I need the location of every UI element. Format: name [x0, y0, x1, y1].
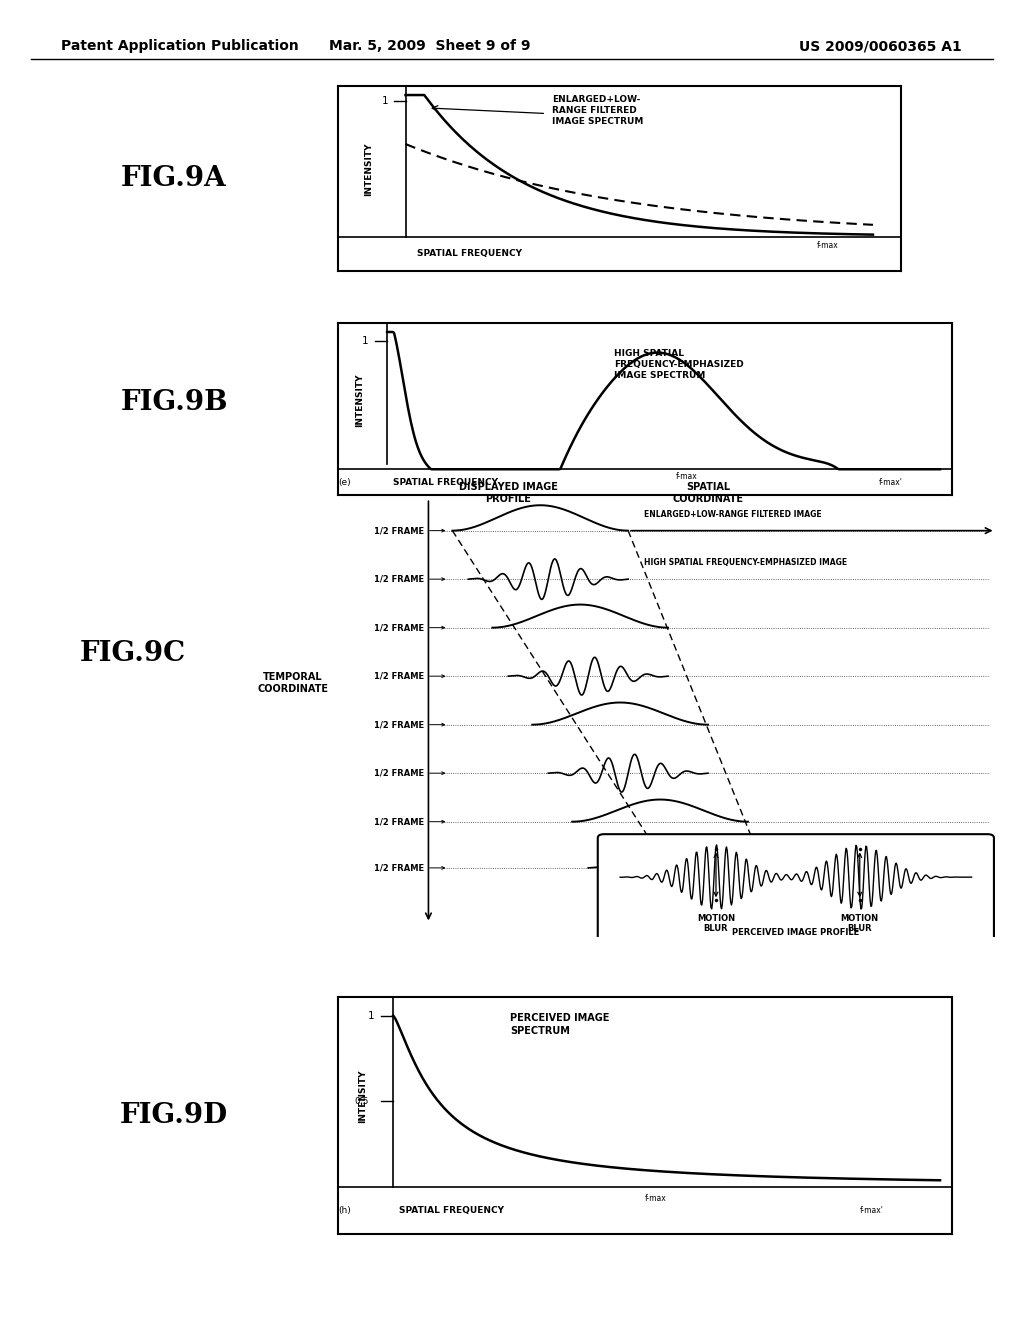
Text: Patent Application Publication: Patent Application Publication: [61, 40, 299, 53]
Text: 1: 1: [369, 1011, 375, 1020]
Text: (e): (e): [338, 478, 350, 487]
Text: 1/2 FRAME: 1/2 FRAME: [375, 863, 425, 873]
Text: INTENSITY: INTENSITY: [355, 374, 364, 428]
Text: MOTION
BLUR: MOTION BLUR: [841, 913, 879, 933]
Text: 0.5: 0.5: [354, 1097, 369, 1106]
Text: 1/2 FRAME: 1/2 FRAME: [375, 623, 425, 632]
Text: LUMINANCE: LUMINANCE: [764, 850, 819, 858]
Text: 1: 1: [362, 335, 369, 346]
Text: INTENSITY: INTENSITY: [358, 1069, 367, 1123]
Text: HIGH SPATIAL
FREQUENCY-EMPHASIZED
IMAGE SPECTRUM: HIGH SPATIAL FREQUENCY-EMPHASIZED IMAGE …: [614, 348, 744, 380]
Text: Mar. 5, 2009  Sheet 9 of 9: Mar. 5, 2009 Sheet 9 of 9: [330, 40, 530, 53]
Text: ENLARGED+LOW-
RANGE FILTERED
IMAGE SPECTRUM: ENLARGED+LOW- RANGE FILTERED IMAGE SPECT…: [552, 95, 643, 127]
Text: 1/2 FRAME: 1/2 FRAME: [375, 721, 425, 729]
Text: FIG.9A: FIG.9A: [121, 165, 227, 191]
Text: f-max': f-max': [879, 478, 902, 487]
Text: 1/2 FRAME: 1/2 FRAME: [375, 574, 425, 583]
Text: INTENSITY: INTENSITY: [365, 143, 374, 195]
Text: 1/2 FRAME: 1/2 FRAME: [375, 768, 425, 777]
Text: PERCEIVED IMAGE PROFILE: PERCEIVED IMAGE PROFILE: [732, 928, 859, 937]
Text: SPATIAL FREQUENCY: SPATIAL FREQUENCY: [393, 478, 499, 487]
Text: f-max: f-max: [645, 1195, 667, 1203]
Text: f-max': f-max': [860, 1206, 884, 1214]
Text: TEMPORAL
COORDINATE: TEMPORAL COORDINATE: [257, 672, 328, 694]
Text: SPATIAL
COORDINATE: SPATIAL COORDINATE: [673, 482, 743, 504]
Text: US 2009/0060365 A1: US 2009/0060365 A1: [799, 40, 962, 53]
Text: 1: 1: [382, 95, 389, 106]
Text: HIGH SPATIAL FREQUENCY-EMPHASIZED IMAGE: HIGH SPATIAL FREQUENCY-EMPHASIZED IMAGE: [644, 558, 847, 568]
Text: FIG.9C: FIG.9C: [80, 640, 186, 667]
Text: f-max: f-max: [676, 471, 697, 480]
Text: 1/2 FRAME: 1/2 FRAME: [375, 672, 425, 681]
Text: MOTION
BLUR: MOTION BLUR: [697, 913, 735, 933]
Text: SPATIAL FREQUENCY: SPATIAL FREQUENCY: [399, 1206, 505, 1214]
FancyBboxPatch shape: [598, 834, 994, 944]
Text: ENLARGED+LOW-RANGE FILTERED IMAGE: ENLARGED+LOW-RANGE FILTERED IMAGE: [644, 510, 821, 519]
Text: SPATIAL FREQUENCY: SPATIAL FREQUENCY: [417, 249, 522, 259]
Text: (h): (h): [338, 1206, 350, 1214]
Text: FIG.9B: FIG.9B: [121, 389, 227, 416]
Text: 1/2 FRAME: 1/2 FRAME: [375, 527, 425, 535]
Text: DISPLAYED IMAGE
PROFILE: DISPLAYED IMAGE PROFILE: [459, 482, 558, 504]
Text: FIG.9D: FIG.9D: [120, 1102, 228, 1129]
Text: PERCEIVED IMAGE
SPECTRUM: PERCEIVED IMAGE SPECTRUM: [510, 1014, 609, 1036]
Text: 1/2 FRAME: 1/2 FRAME: [375, 817, 425, 826]
Text: f-max: f-max: [817, 242, 839, 251]
